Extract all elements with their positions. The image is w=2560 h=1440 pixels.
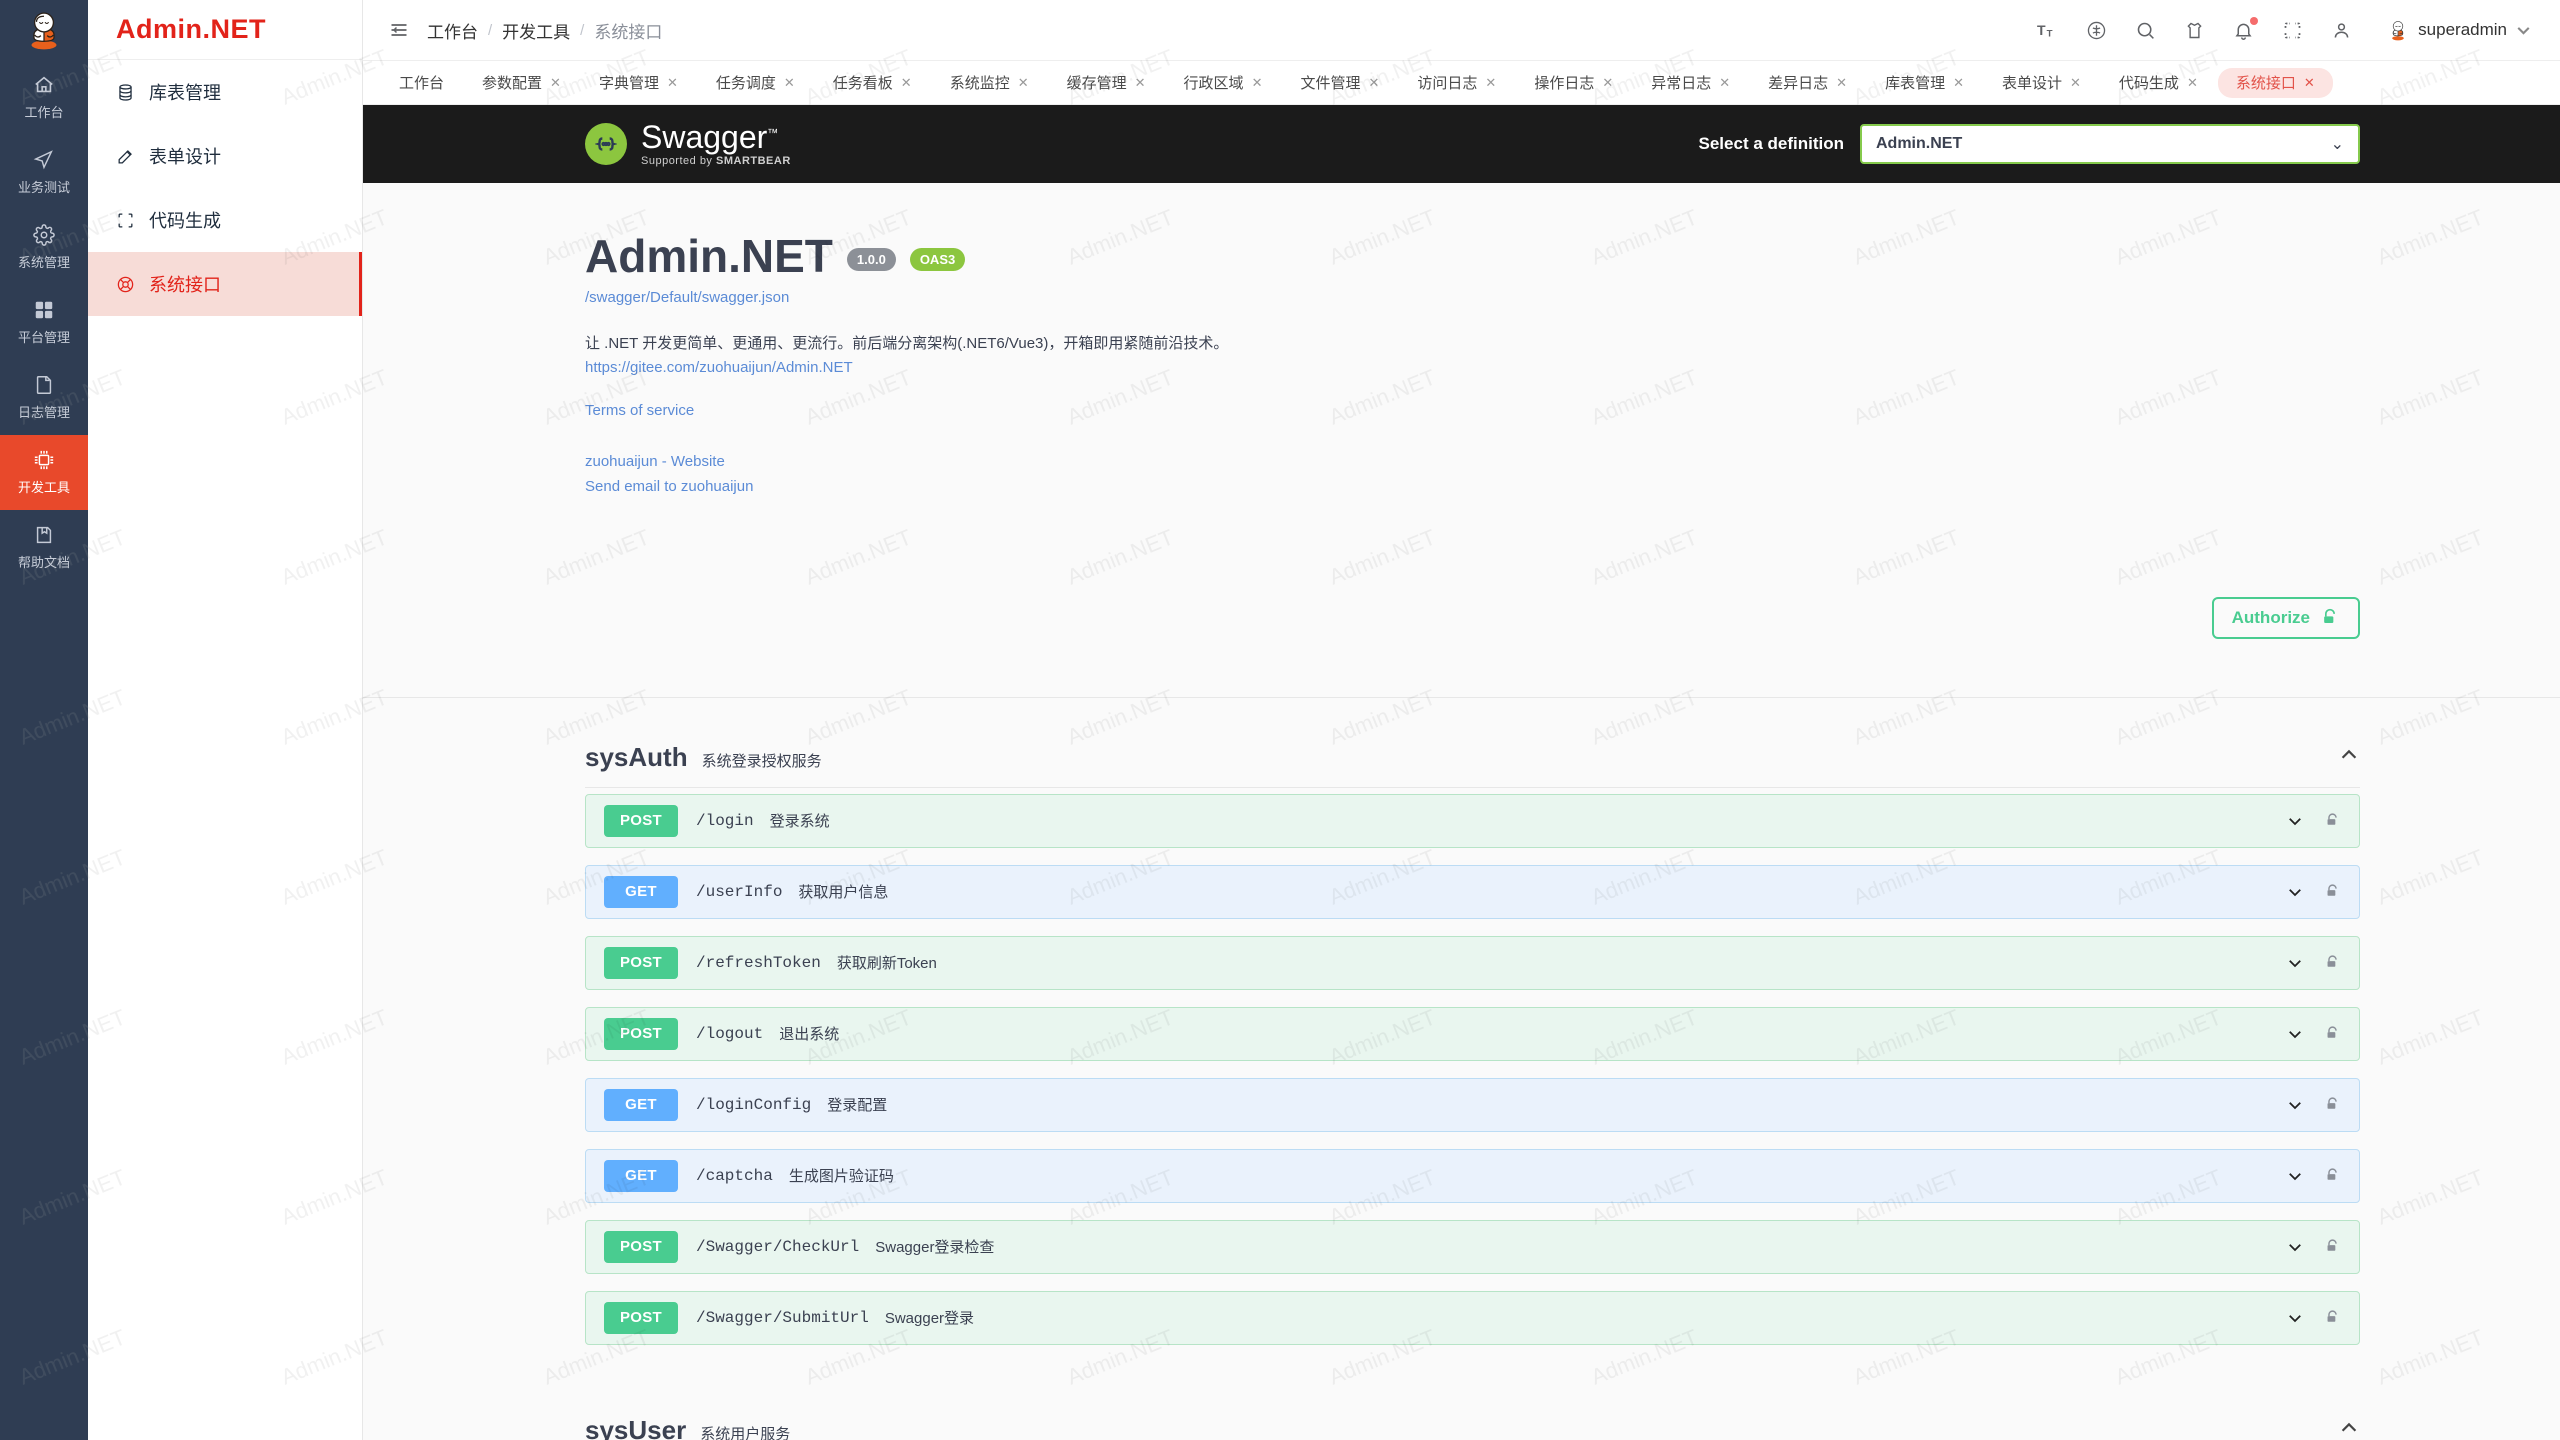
svg-text:T: T bbox=[2047, 28, 2053, 39]
svg-text:T: T bbox=[2037, 21, 2046, 37]
